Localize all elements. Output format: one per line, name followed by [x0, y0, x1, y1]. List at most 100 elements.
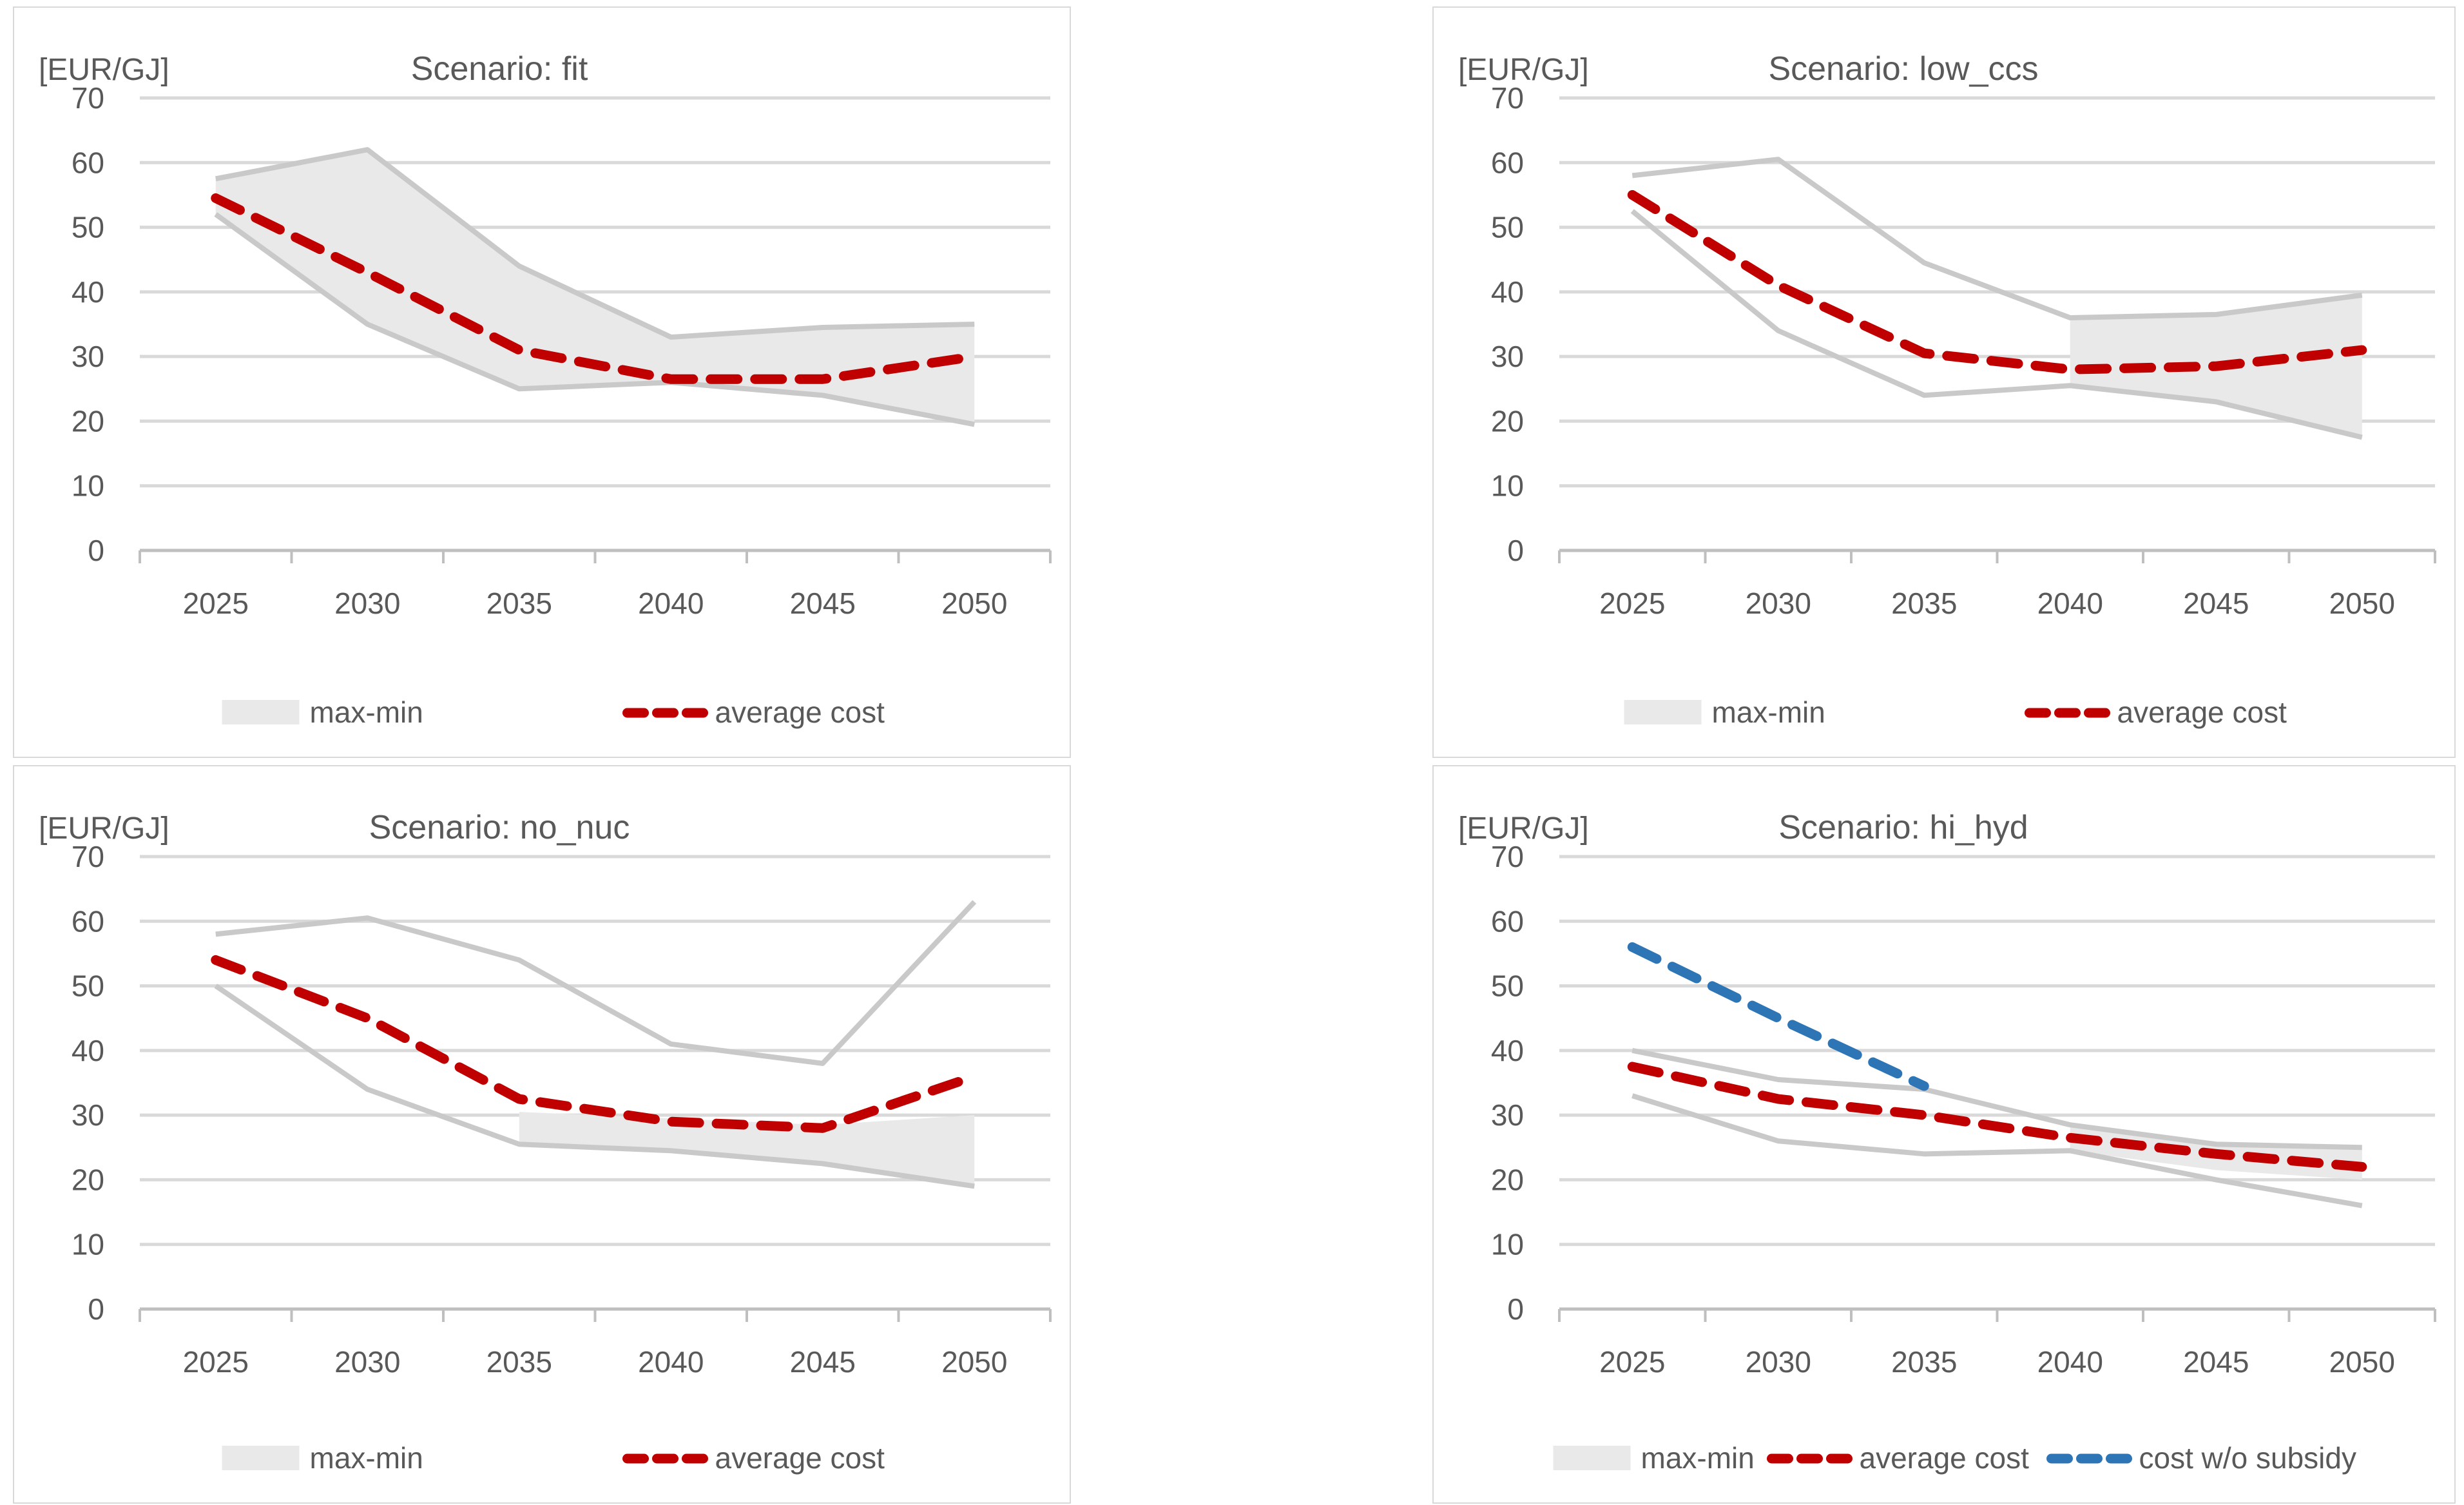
y-axis-unit-label: [EUR/GJ]: [39, 811, 169, 846]
x-tick-label: 2050: [941, 587, 1007, 620]
x-tick-label: 2030: [334, 587, 400, 620]
series-average-cost: [211, 955, 979, 1133]
y-tick-label: 10: [72, 469, 104, 503]
y-tick-label: 70: [72, 81, 104, 115]
chart-scenario-low-ccs: [EUR/GJ] Scenario: low_ccs 0102030405060…: [1458, 50, 2436, 729]
x-tick-label: 2035: [486, 1345, 552, 1379]
legend-label: average cost: [2117, 695, 2287, 729]
chart-legend: max-min average cost: [222, 695, 885, 729]
y-tick-label: 10: [72, 1228, 104, 1261]
legend-label: max-min: [1712, 695, 1825, 729]
legend-item-max-min: max-min: [222, 695, 423, 729]
legend-item-max-min: max-min: [1624, 695, 1825, 729]
y-tick-label: 20: [72, 404, 104, 438]
y-tick-label: 50: [72, 211, 104, 244]
legend-item-max-min: max-min: [222, 1441, 423, 1475]
x-tick-label: 2045: [790, 1345, 856, 1379]
x-tick-label: 2040: [2037, 587, 2103, 620]
y-tick-label: 50: [72, 969, 104, 1003]
chart-legend: max-min average cost: [1624, 695, 2287, 729]
legend-label: average cost: [715, 695, 885, 729]
legend-label: max-min: [310, 1441, 423, 1475]
x-tick-label: 2035: [486, 587, 552, 620]
chart-scenario-fit: [EUR/GJ] Scenario: fit 01020304050607020…: [39, 50, 1052, 729]
legend-label: cost w/o subsidy: [2139, 1441, 2356, 1475]
legend-item-average-cost: average cost: [2025, 695, 2287, 729]
y-tick-label: 30: [1491, 340, 1524, 373]
legend-item-average-cost: average cost: [622, 1441, 885, 1475]
y-tick-label: 40: [72, 275, 104, 309]
series-max: [1631, 157, 2363, 320]
y-tick-label: 0: [88, 1292, 104, 1326]
x-tick-label: 2035: [1891, 1345, 1957, 1379]
legend-swatch-band: [1624, 700, 1702, 724]
x-tick-label: 2045: [2183, 587, 2249, 620]
y-tick-label: 70: [1491, 81, 1524, 115]
chart-scenario-hi-hyd: [EUR/GJ] Scenario: hi_hyd 01020304050607…: [1458, 809, 2436, 1475]
series-min: [214, 984, 975, 1189]
y-tick-label: 30: [72, 1098, 104, 1132]
y-tick-label: 20: [72, 1163, 104, 1196]
x-tick-label: 2050: [2329, 1345, 2395, 1379]
y-tick-label: 50: [1491, 211, 1524, 244]
y-axis-unit-label: [EUR/GJ]: [1458, 811, 1589, 846]
y-tick-label: 60: [72, 904, 104, 938]
legend-item-cost-w-o-subsidy: cost w/o subsidy: [2046, 1441, 2356, 1475]
y-tick-label: 30: [72, 340, 104, 373]
y-tick-label: 0: [1507, 1292, 1524, 1326]
chart-title: Scenario: low_ccs: [1768, 50, 2038, 88]
series-average-cost: [1627, 189, 2367, 374]
series-max: [215, 147, 975, 340]
x-tick-label: 2035: [1891, 587, 1957, 620]
chart-scenario-no-nuc: [EUR/GJ] Scenario: no_nuc 01020304050607…: [39, 809, 1052, 1475]
x-tick-label: 2045: [2183, 1345, 2249, 1379]
y-tick-label: 20: [1491, 404, 1524, 438]
legend-swatch-band: [1553, 1446, 1631, 1470]
x-tick-label: 2025: [183, 1345, 249, 1379]
y-tick-label: 70: [1491, 840, 1524, 873]
legend-label: max-min: [1641, 1441, 1755, 1475]
y-tick-label: 40: [1491, 275, 1524, 309]
max-min-band: [215, 150, 975, 425]
chart-legend: max-min average cost: [222, 1441, 885, 1475]
x-tick-label: 2030: [1746, 587, 1811, 620]
x-tick-label: 2050: [2329, 587, 2395, 620]
series-average-cost: [1627, 1062, 2367, 1172]
legend-item-average-cost: average cost: [1767, 1441, 2029, 1475]
x-tick-label: 2040: [2037, 1345, 2103, 1379]
panel-scenario-hi-hyd: [EUR/GJ] Scenario: hi_hyd 0 10 20 30 40 50 60 7…: [1432, 765, 2456, 1504]
chart-title: Scenario: hi_hyd: [1778, 809, 2028, 846]
x-tick-label: 2025: [1599, 1345, 1665, 1379]
panel-scenario-no-nuc: [EUR/GJ] Scenario: no_nuc 0 10 20 30 40 50 60 7…: [13, 765, 1071, 1504]
y-tick-label: 20: [1491, 1163, 1524, 1196]
series-average-cost: [211, 193, 979, 384]
legend-item-average-cost: average cost: [622, 695, 885, 729]
x-tick-label: 2030: [1746, 1345, 1811, 1379]
chart-legend: max-min average cost cost w/o subsidy: [1553, 1441, 2356, 1475]
series-max: [1631, 1047, 2362, 1151]
y-tick-label: 0: [1507, 534, 1524, 567]
series-min: [1630, 209, 2363, 440]
series-min: [214, 212, 976, 427]
x-tick-label: 2025: [183, 587, 249, 620]
y-tick-label: 10: [1491, 1228, 1524, 1261]
y-tick-label: 60: [1491, 904, 1524, 938]
y-axis-unit-label: [EUR/GJ]: [39, 53, 169, 87]
chart-title: Scenario: no_nuc: [369, 809, 630, 846]
series-min: [1631, 1093, 2363, 1209]
y-tick-label: 60: [72, 146, 104, 179]
legend-label: average cost: [715, 1441, 885, 1475]
legend-swatch-band: [222, 700, 300, 724]
y-tick-label: 60: [1491, 146, 1524, 179]
legend-label: max-min: [310, 695, 423, 729]
legend-swatch-band: [222, 1446, 300, 1470]
y-axis-unit-label: [EUR/GJ]: [1458, 53, 1589, 87]
y-tick-label: 40: [72, 1034, 104, 1067]
x-tick-label: 2040: [638, 1345, 704, 1379]
series-max: [215, 900, 977, 1066]
series-cost-w-o-subsidy: [1627, 942, 1929, 1091]
